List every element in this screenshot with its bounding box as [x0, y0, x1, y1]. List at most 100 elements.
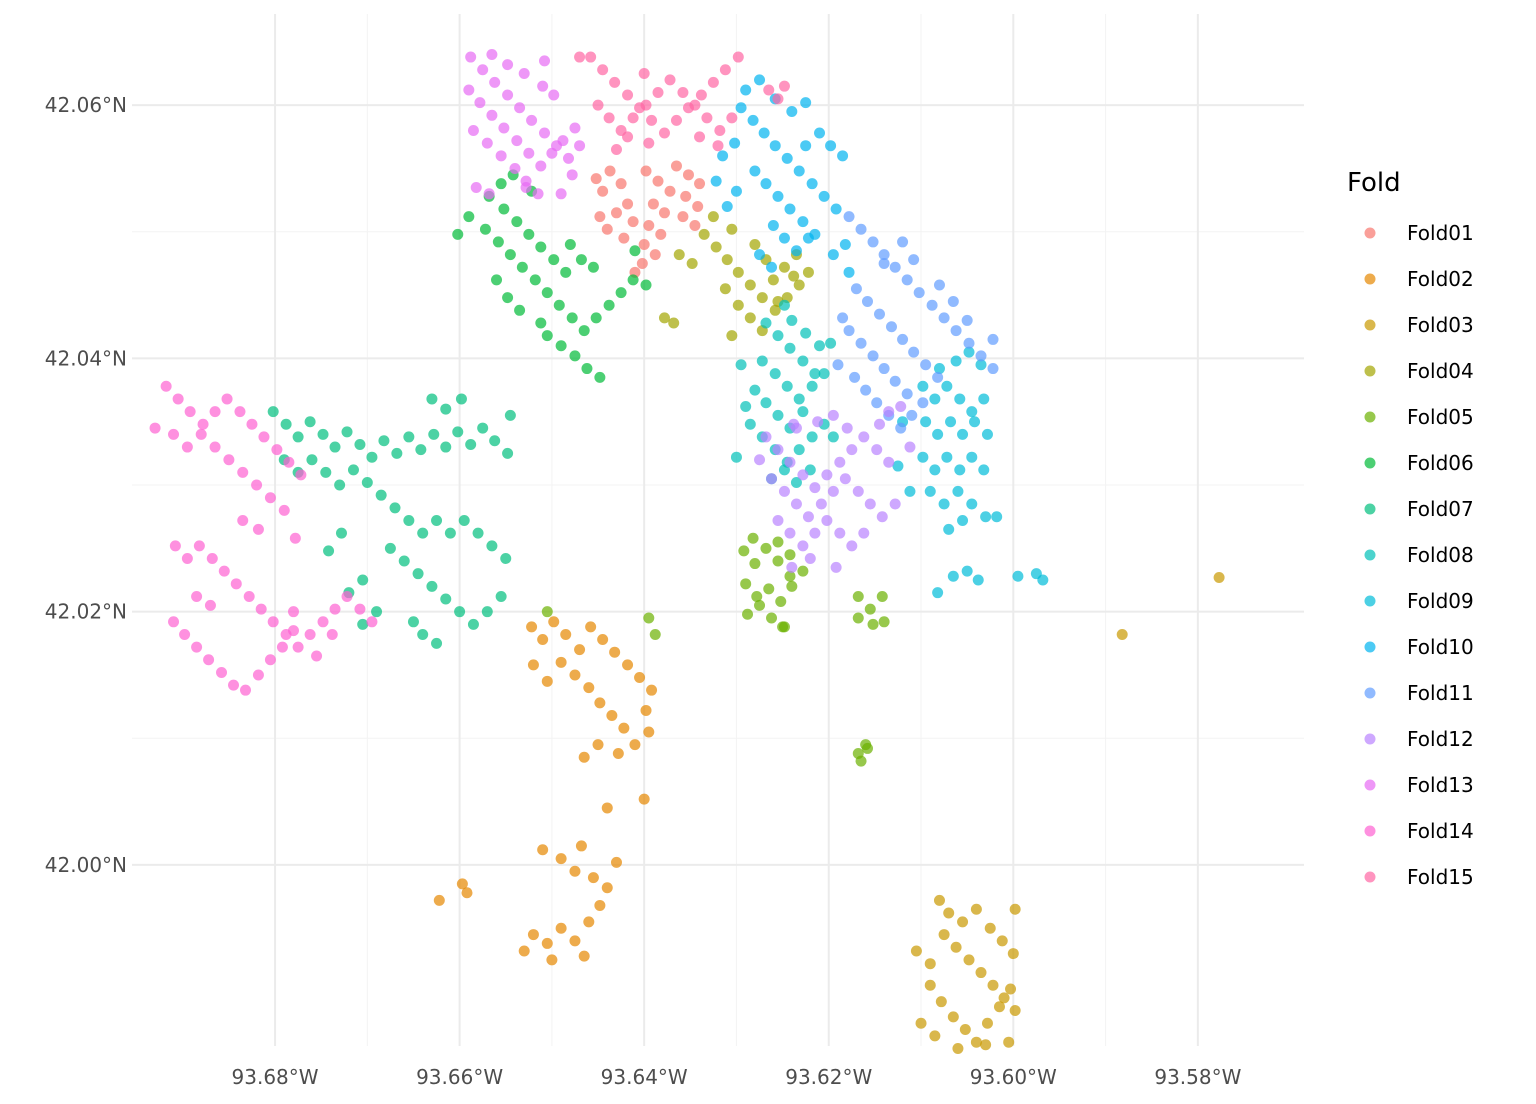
- data-point: [754, 454, 766, 466]
- data-point: [689, 219, 701, 231]
- legend-key: [1364, 411, 1376, 423]
- data-point: [772, 444, 784, 456]
- data-point: [814, 340, 826, 352]
- data-point: [980, 511, 992, 523]
- data-point: [643, 726, 655, 738]
- legend-key: [1364, 825, 1376, 837]
- data-point: [933, 279, 945, 291]
- data-point: [495, 590, 507, 602]
- x-tick-label: 93.62°W: [785, 1065, 872, 1089]
- data-point: [926, 299, 938, 311]
- data-point: [707, 76, 719, 88]
- data-point: [440, 593, 452, 605]
- data-point: [846, 444, 858, 456]
- data-point: [203, 654, 215, 666]
- legend-key: [1364, 871, 1376, 883]
- data-point: [206, 552, 218, 564]
- data-point: [583, 682, 595, 694]
- data-point: [615, 287, 627, 299]
- data-point: [867, 350, 879, 362]
- data-point: [825, 140, 837, 152]
- data-point: [818, 368, 830, 380]
- data-point: [867, 236, 879, 248]
- x-tick-label: 93.68°W: [232, 1065, 319, 1089]
- data-point: [647, 198, 659, 210]
- data-point: [754, 599, 766, 611]
- data-point: [830, 561, 842, 573]
- data-point: [638, 68, 650, 80]
- data-point: [575, 840, 587, 852]
- data-point: [947, 295, 959, 307]
- data-point: [966, 498, 978, 510]
- data-point: [991, 511, 1003, 523]
- data-point: [209, 406, 221, 418]
- legend-label: Fold02: [1407, 267, 1474, 291]
- data-point: [526, 621, 538, 633]
- data-point: [963, 954, 975, 966]
- data-point: [984, 922, 996, 934]
- data-point: [597, 64, 609, 76]
- data-point: [924, 485, 936, 497]
- data-point: [243, 590, 255, 602]
- data-point: [292, 431, 304, 443]
- data-point: [947, 570, 959, 582]
- data-point: [786, 580, 798, 592]
- data-point: [495, 178, 507, 190]
- data-point: [677, 211, 689, 223]
- data-point: [732, 51, 744, 63]
- data-point: [740, 401, 752, 413]
- legend-label: Fold11: [1407, 681, 1474, 705]
- data-point: [719, 283, 731, 295]
- legend-key: [1364, 687, 1376, 699]
- data-point: [766, 473, 778, 485]
- data-point: [474, 97, 486, 109]
- data-point: [767, 274, 779, 286]
- data-point: [197, 418, 209, 430]
- data-point: [240, 684, 252, 696]
- data-point: [426, 580, 438, 592]
- data-point: [784, 342, 796, 354]
- data-point: [1007, 948, 1019, 960]
- data-point: [895, 422, 907, 434]
- data-point: [417, 527, 429, 539]
- data-point: [778, 485, 790, 497]
- data-point: [546, 147, 558, 159]
- data-point: [763, 84, 775, 96]
- data-point: [806, 178, 818, 190]
- data-point: [740, 84, 752, 96]
- data-point: [535, 317, 547, 329]
- data-point: [933, 363, 945, 375]
- data-point: [892, 460, 904, 472]
- data-point: [267, 406, 279, 418]
- data-point: [566, 169, 578, 181]
- data-point: [280, 418, 292, 430]
- data-point: [797, 565, 809, 577]
- data-point: [732, 266, 744, 278]
- data-point: [938, 312, 950, 324]
- data-point: [932, 371, 944, 383]
- data-point: [575, 254, 587, 266]
- data-point: [941, 380, 953, 392]
- data-point: [603, 299, 615, 311]
- data-point: [883, 456, 895, 468]
- data-point: [772, 536, 784, 548]
- data-point: [569, 669, 581, 681]
- data-point: [668, 317, 680, 329]
- legend-item-fold05: Fold05: [1364, 405, 1474, 429]
- legend-item-fold15: Fold15: [1364, 865, 1474, 889]
- data-point: [908, 254, 920, 266]
- data-point: [738, 545, 750, 557]
- data-point: [834, 527, 846, 539]
- data-point: [583, 916, 595, 928]
- data-point: [929, 464, 941, 476]
- data-point: [769, 140, 781, 152]
- series-fold03: [910, 571, 1225, 1055]
- data-point: [532, 188, 544, 200]
- data-point: [707, 211, 719, 223]
- legend-item-fold02: Fold02: [1364, 267, 1474, 291]
- series-fold06: [452, 169, 652, 383]
- data-point: [467, 124, 479, 136]
- data-point: [935, 996, 947, 1008]
- legend-title: Fold: [1347, 168, 1401, 198]
- data-point: [871, 397, 883, 409]
